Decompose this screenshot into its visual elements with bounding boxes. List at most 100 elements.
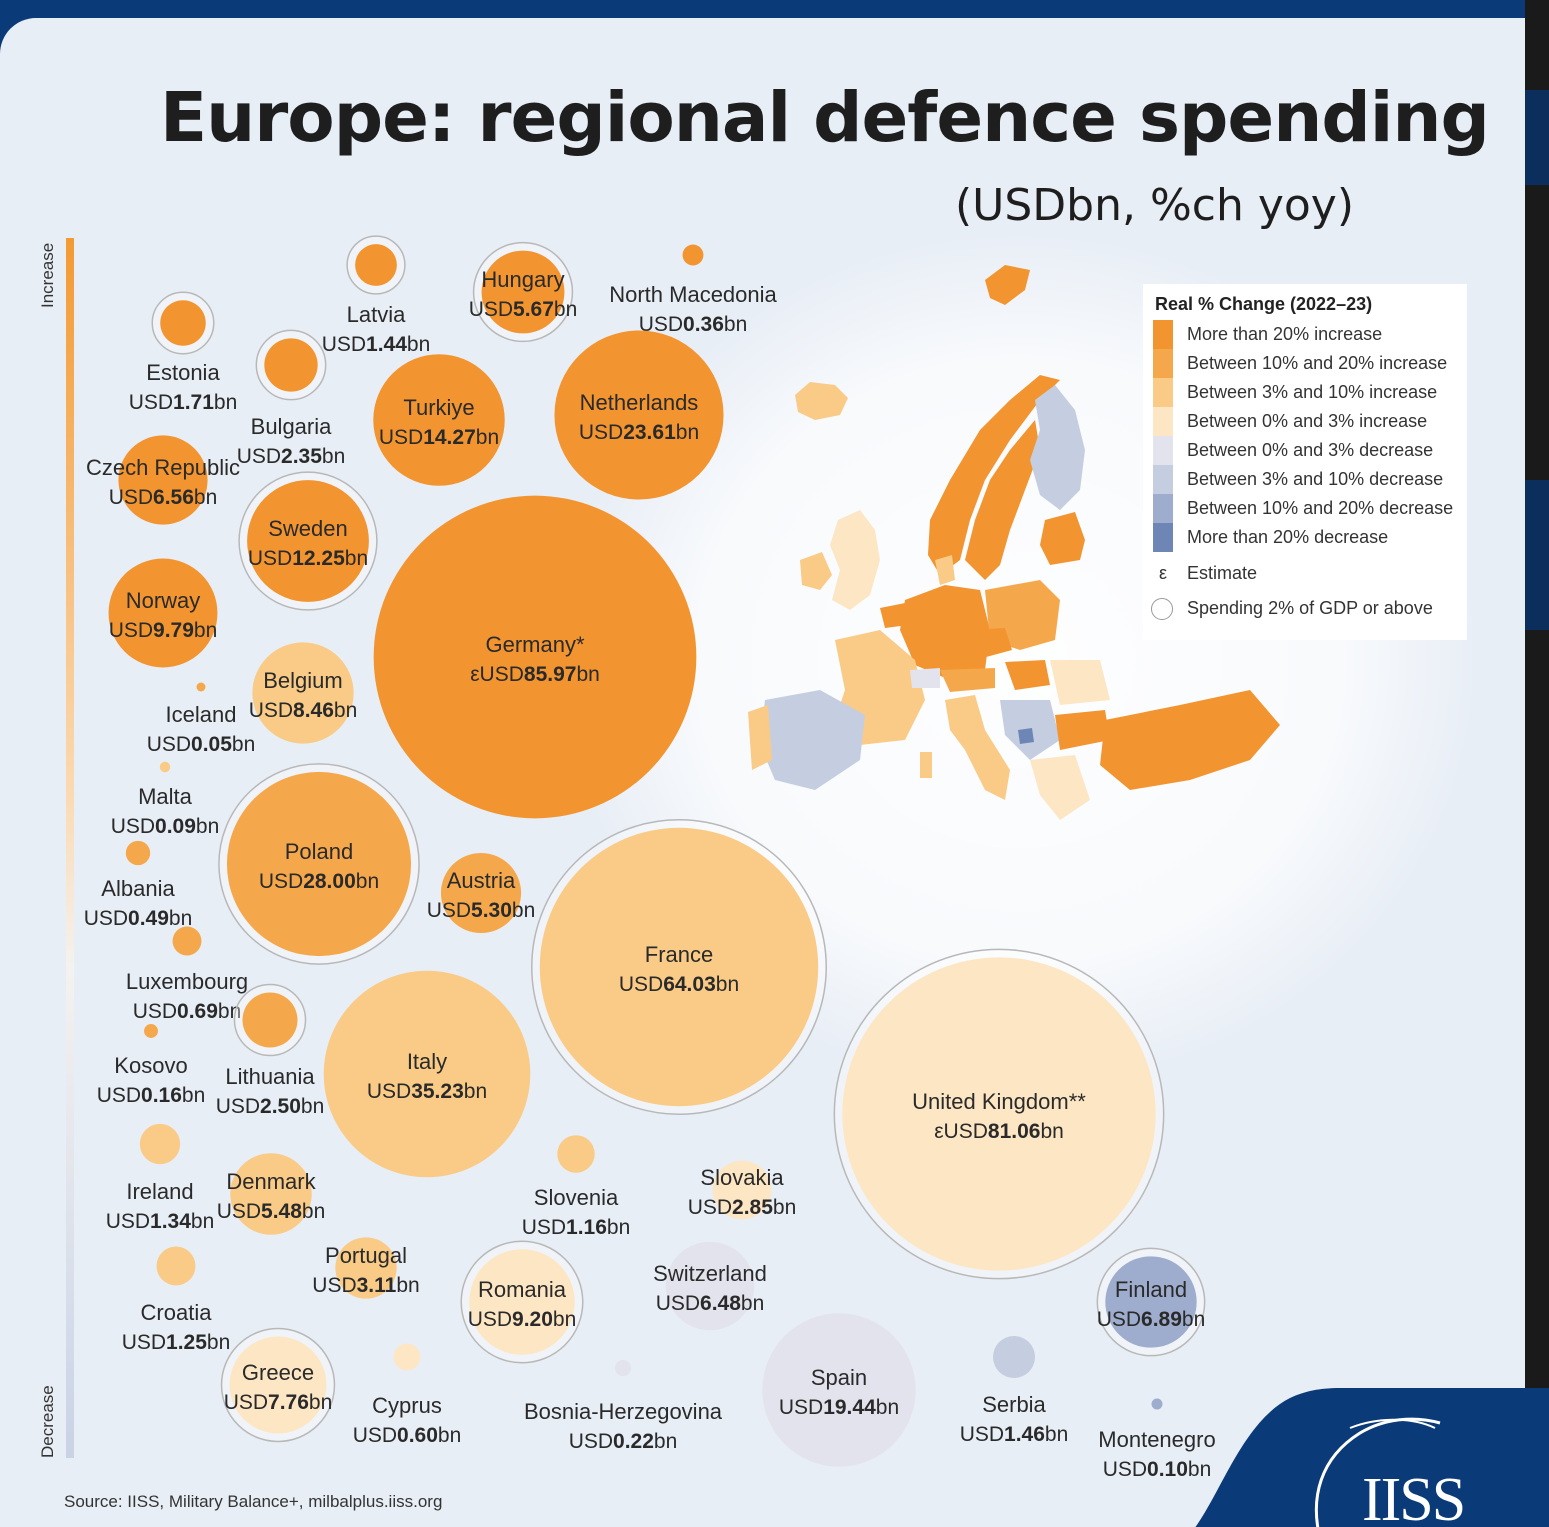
bubble-norway: Norway USD9.79bn (108, 558, 218, 668)
legend-swatch (1153, 349, 1173, 378)
bubble-value-label: USD0.49bn (84, 907, 193, 930)
legend-title: Real % Change (2022–23) (1155, 294, 1373, 314)
bubble-country-label: Poland (285, 839, 354, 864)
legend-item-label: More than 20% increase (1187, 324, 1383, 344)
bubble-iceland: Iceland USD0.05bn (147, 682, 255, 756)
right-edge-strip (1525, 0, 1549, 1527)
bubble-mark (373, 495, 697, 819)
bubble-value-label: USD23.61bn (579, 421, 699, 444)
bubble-country-label: Romania (478, 1277, 567, 1302)
bubble-mark (108, 558, 218, 668)
bubble-mark (440, 852, 522, 934)
legend-item-label: Between 0% and 3% decrease (1187, 440, 1434, 460)
bubble-belgium: Belgium USD8.46bn (249, 642, 357, 744)
legend-estimate-symbol: ε (1159, 563, 1168, 583)
bubble-mark (247, 480, 369, 602)
bubble-malta: Malta USD0.09bn (111, 761, 219, 838)
map-sardinia (920, 752, 932, 778)
bubble-value-label: USD0.69bn (133, 1000, 242, 1023)
bubble-value-label: USD7.76bn (224, 1391, 333, 1414)
bubble-country-label: Finland (1115, 1277, 1187, 1302)
legend-item-label: Between 3% and 10% decrease (1187, 469, 1444, 489)
bubble-country-label: United Kingdom** (912, 1089, 1086, 1114)
bubble-mark (144, 1024, 158, 1038)
brand-corner (1195, 1388, 1549, 1527)
bubble-country-label: Hungary (481, 267, 564, 292)
bubble-country-label: Netherlands (580, 390, 699, 415)
bubble-value-label: USD9.20bn (468, 1308, 577, 1331)
bubble-croatia: Croatia USD1.25bn (122, 1246, 230, 1354)
legend-item: More than 20% decrease (1153, 523, 1463, 552)
bubble-romania: Romania USD9.20bn (460, 1240, 584, 1364)
bubble-serbia: Serbia USD1.46bn (960, 1335, 1069, 1446)
legend-item: Between 3% and 10% decrease (1153, 465, 1463, 494)
bubble-country-label: Latvia (347, 302, 406, 327)
globe-arc-icon (1314, 1417, 1441, 1527)
bubble-mark (1105, 1256, 1197, 1348)
bubble-value-label: USD5.30bn (427, 899, 536, 922)
bubble-country-label: Lithuania (225, 1064, 315, 1089)
bubble-bulgaria: Bulgaria USD2.35bn (237, 329, 345, 468)
bubble-mark (762, 1313, 916, 1467)
bubble-latvia: Latvia USD1.44bn (322, 235, 431, 356)
legend-swatch (1153, 407, 1173, 436)
bubble-value-label: USD28.00bn (259, 870, 379, 893)
bubble-turkiye: Turkiye USD14.27bn (373, 354, 505, 486)
map-netherlands (880, 603, 908, 628)
map-ireland (800, 552, 832, 590)
bubble-bosnia-herzegovina: Bosnia-Herzegovina USD0.22bn (524, 1359, 723, 1453)
page-title: Europe: regional defence spending (160, 78, 1490, 158)
bubble-value-label: USD1.16bn (522, 1216, 631, 1239)
legend-item: Between 0% and 3% increase (1153, 407, 1463, 436)
bubble-country-label: Slovenia (534, 1185, 619, 1210)
bubble-country-label: Kosovo (114, 1053, 187, 1078)
bubble-value-label: USD0.22bn (569, 1430, 678, 1453)
map-finland (1030, 385, 1085, 510)
bubble-slovakia: Slovakia USD2.85bn (688, 1160, 797, 1220)
bubble-country-label: Czech Republic (86, 455, 240, 480)
bubble-lithuania: Lithuania USD2.50bn (216, 983, 324, 1118)
bubble-country-label: Sweden (268, 516, 348, 541)
bubble-value-label: USD1.46bn (960, 1423, 1069, 1446)
bubble-finland: Finland USD6.89bn (1096, 1247, 1206, 1357)
bubble-denmark: Denmark USD5.48bn (217, 1153, 325, 1235)
bubble-value-label: USD1.44bn (322, 333, 431, 356)
map-turkiye (1100, 690, 1280, 790)
legend-swatch (1153, 436, 1173, 465)
bubble-north-macedonia: North Macedonia USD0.36bn (609, 244, 778, 336)
map-spain (760, 690, 865, 790)
bubble-value-label: USD3.11bn (312, 1274, 419, 1297)
bubble-country-label: Bosnia-Herzegovina (524, 1399, 723, 1424)
map-portugal (748, 705, 772, 770)
bubble-country-label: Serbia (982, 1392, 1046, 1417)
bubble-value-label: εUSD81.06bn (934, 1120, 1064, 1143)
bubble-country-label: Ireland (126, 1179, 193, 1204)
map-sweden (965, 420, 1040, 580)
bubble-mark (172, 926, 202, 956)
bubble-value-label: USD19.44bn (779, 1396, 899, 1419)
legend-estimate-label: Estimate (1187, 563, 1258, 583)
bubble-country-label: Norway (126, 588, 201, 613)
bubble-ireland: Ireland USD1.34bn (106, 1123, 214, 1233)
bubble-value-label: USD0.16bn (97, 1084, 206, 1107)
map-svalbard (985, 265, 1030, 305)
bubble-country-label: Greece (242, 1360, 314, 1385)
page-subtitle: (USDbn, %ch yoy) (955, 180, 1355, 231)
bubble-mark (614, 1359, 632, 1377)
legend-item: More than 20% increase (1153, 320, 1463, 349)
bubble-austria: Austria USD5.30bn (427, 852, 536, 934)
legend-gdp-label: Spending 2% of GDP or above (1187, 598, 1433, 618)
bubble-mark (323, 970, 531, 1178)
bubble-mark (335, 1237, 397, 1299)
bubble-country-label: Croatia (141, 1300, 213, 1325)
map-germany (900, 585, 990, 680)
bubble-mark (992, 1335, 1036, 1379)
bubble-mark (481, 250, 565, 334)
bubble-country-label: Spain (811, 1365, 867, 1390)
bubble-country-label: Cyprus (372, 1393, 442, 1418)
bubble-netherlands: Netherlands USD23.61bn (554, 330, 724, 500)
bubble-country-label: Iceland (166, 702, 237, 727)
bubble-value-label: USD5.67bn (469, 298, 578, 321)
bubble-value-label: USD2.85bn (688, 1196, 797, 1219)
bubble-france: France USD64.03bn (531, 819, 827, 1115)
